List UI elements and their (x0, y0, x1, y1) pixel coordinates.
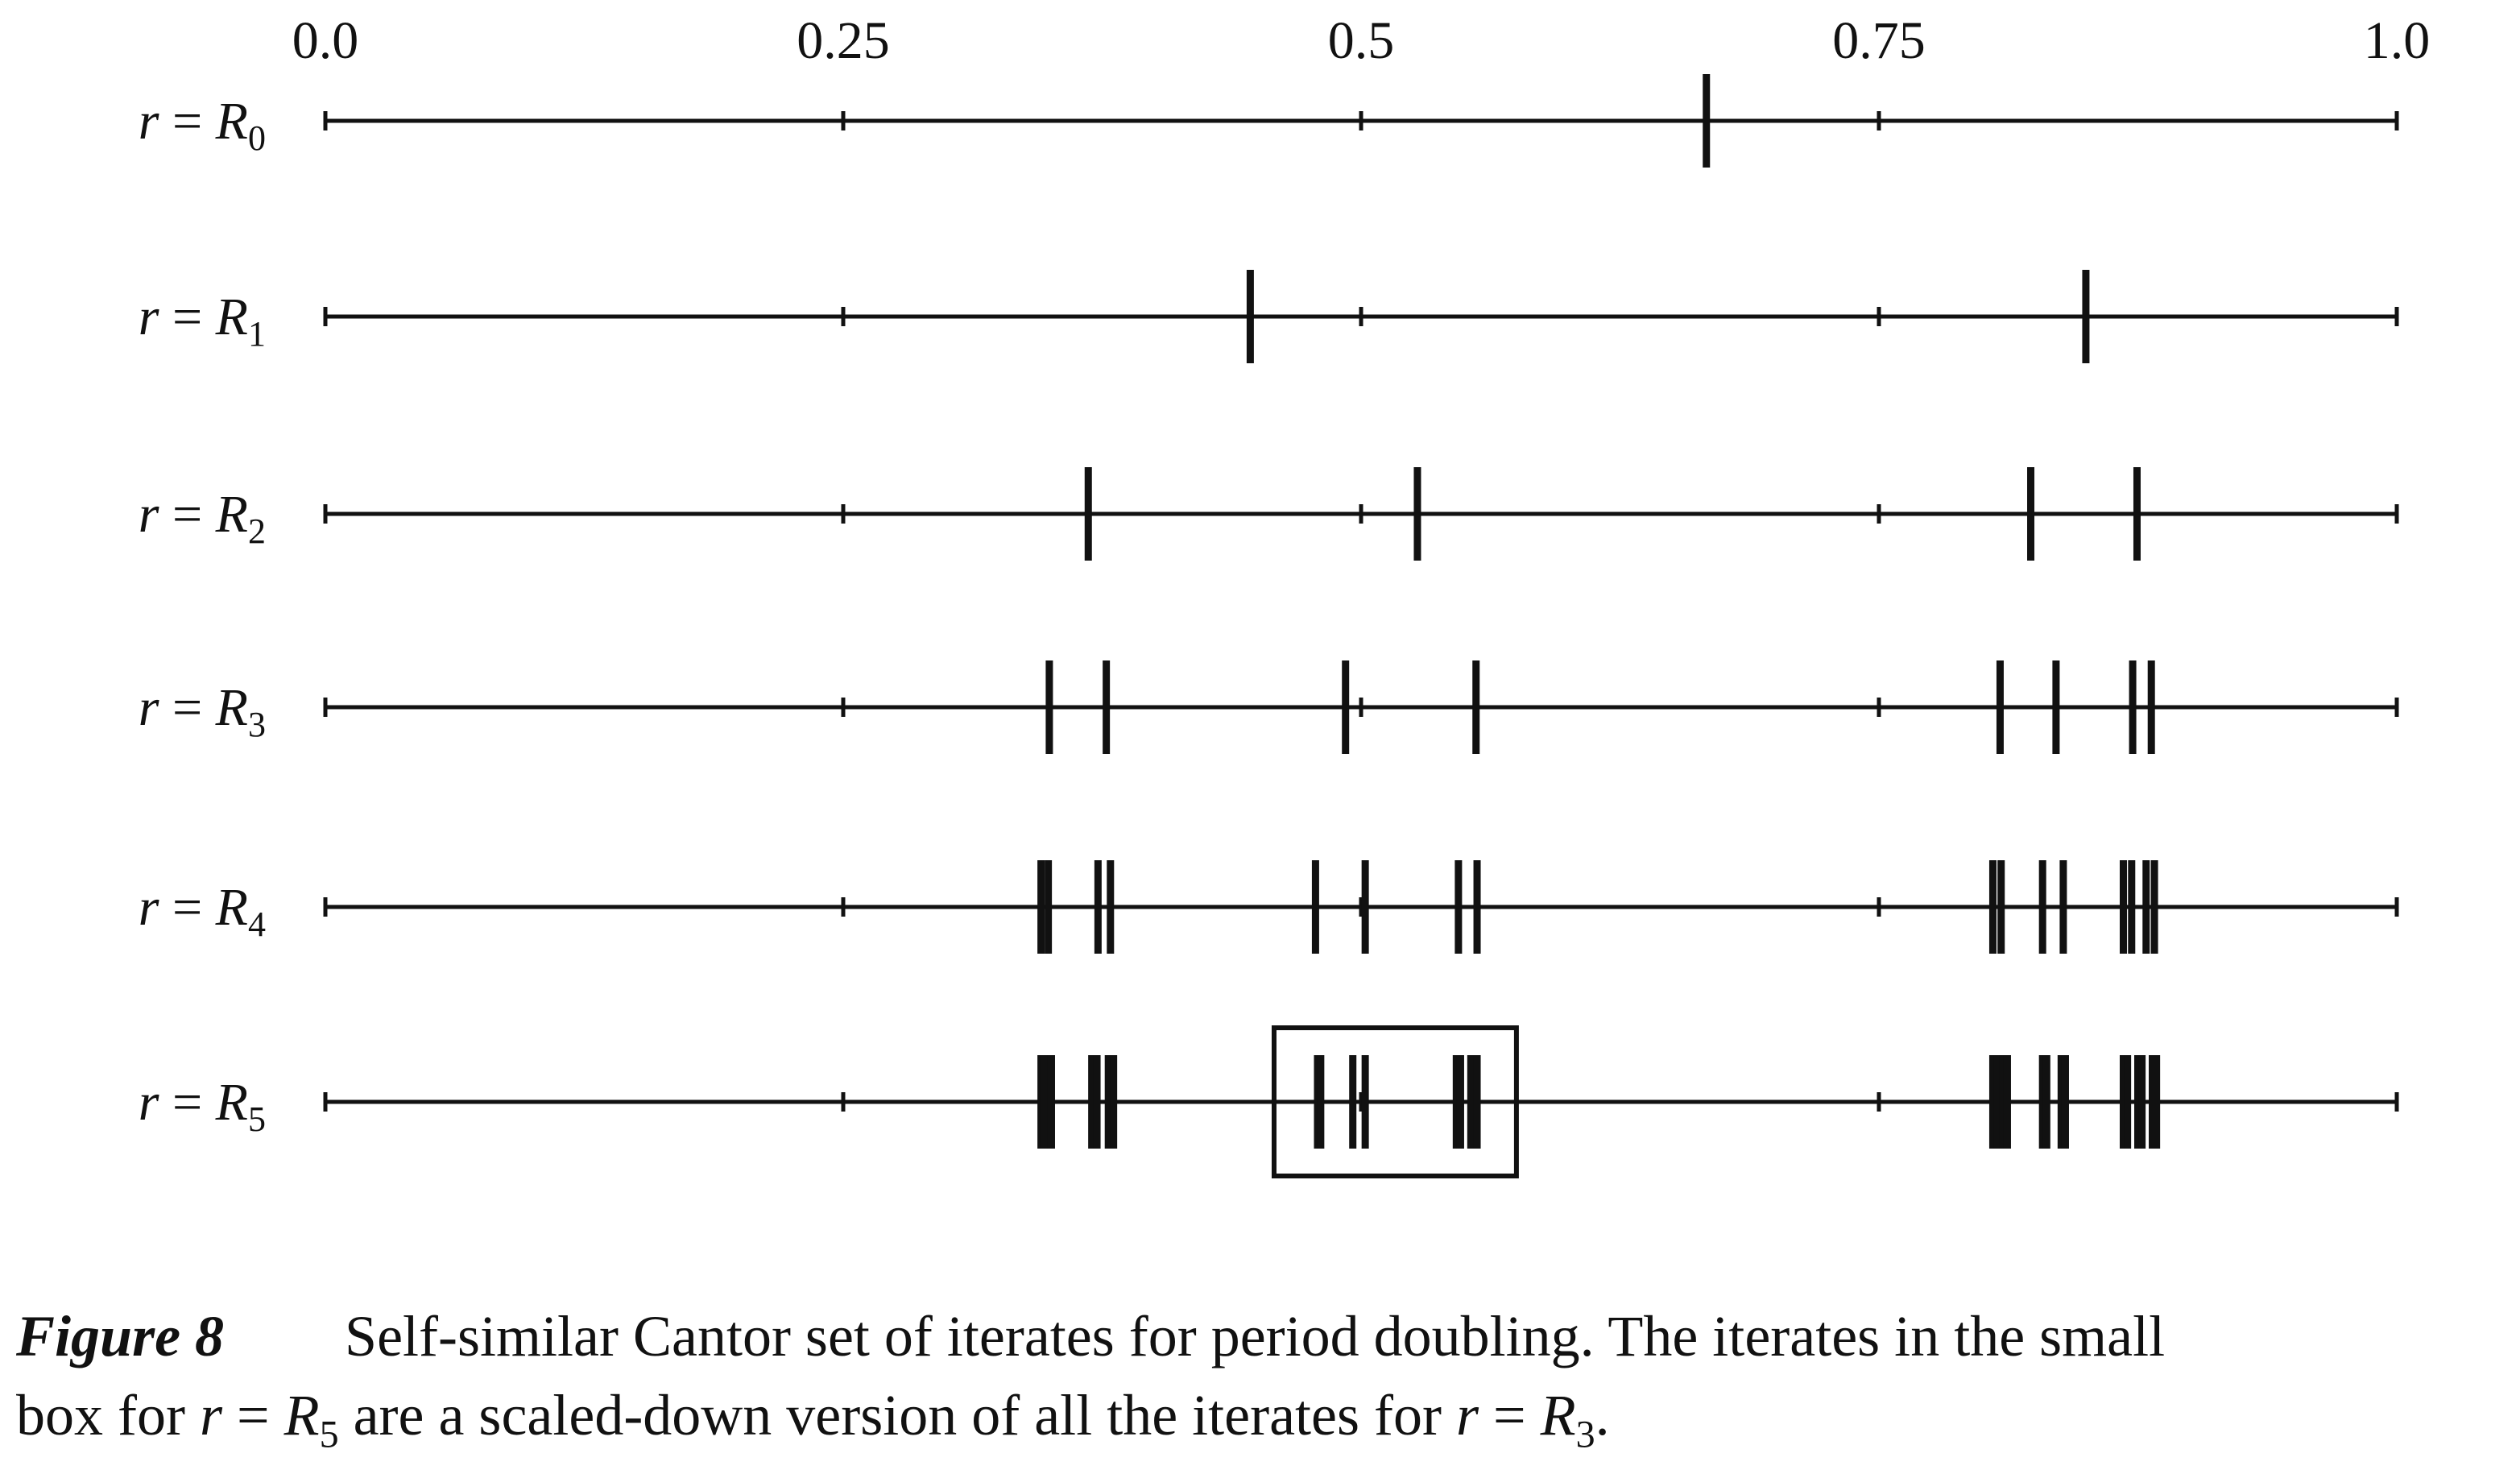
row-label-R: R (215, 1073, 248, 1132)
caption-figure-label: Figure 8 (16, 1304, 225, 1368)
row-label-R: R (215, 678, 248, 737)
row-label-eq: = (159, 878, 215, 937)
caption-text-1: Self-similar Cantor set of iterates for … (345, 1304, 2166, 1368)
iterate-row-5: r = R5 (139, 1025, 2399, 1178)
row-label: r = R1 (139, 288, 266, 354)
row-label-sub: 0 (248, 118, 266, 158)
row-label-var: r (139, 1073, 159, 1132)
caption-var-r2: r (1455, 1383, 1479, 1447)
figure-caption: Figure 8 Self-similar Cantor set of itera… (16, 1297, 2505, 1474)
caption-period: . (1595, 1383, 1610, 1447)
caption-sub-3: 3 (1575, 1413, 1595, 1456)
row-label-R: R (215, 92, 248, 151)
iterate-row-1: r = R1 (139, 270, 2399, 363)
row-label: r = R4 (139, 878, 266, 944)
caption-var-R2: R (1540, 1383, 1576, 1447)
row-label-eq: = (159, 485, 215, 544)
caption-var-r: r (199, 1383, 222, 1447)
row-label-sub: 5 (248, 1099, 266, 1139)
row-label-var: r (139, 678, 159, 737)
row-label-R: R (215, 878, 248, 937)
caption-text-2f: are a scaled-down version of all the ite… (338, 1383, 1456, 1447)
caption-eq: = (221, 1383, 284, 1447)
iterate-row-0: r = R0 (139, 74, 2399, 168)
row-label-eq: = (159, 678, 215, 737)
row-label-sub: 2 (248, 511, 266, 551)
row-label-sub: 3 (248, 705, 266, 744)
row-label-var: r (139, 288, 159, 346)
row-label-R: R (215, 485, 248, 544)
row-label: r = R5 (139, 1073, 266, 1139)
row-label: r = R3 (139, 678, 266, 744)
iterate-row-4: r = R4 (139, 860, 2399, 954)
x-tick-label: 0.5 (1328, 11, 1395, 70)
x-tick-label: 0.25 (797, 11, 890, 70)
row-label-eq: = (159, 92, 215, 151)
iterate-row-3: r = R3 (139, 660, 2399, 754)
row-label: r = R0 (139, 92, 266, 158)
row-label-sub: 1 (248, 314, 266, 354)
row-label-var: r (139, 92, 159, 151)
row-label-var: r (139, 878, 159, 937)
iterate-rows: r = R0r = R1r = R2r = R3r = R4r = R5 (139, 74, 2399, 1178)
caption-line-1: Figure 8 Self-similar Cantor set of itera… (16, 1297, 2505, 1376)
x-tick-label: 0.75 (1832, 11, 1926, 70)
iterate-row-2: r = R2 (139, 467, 2399, 561)
row-label-R: R (215, 288, 248, 346)
row-label-eq: = (159, 288, 215, 346)
row-label-sub: 4 (248, 905, 266, 944)
row-label: r = R2 (139, 485, 266, 551)
row-label-var: r (139, 485, 159, 544)
caption-text-2a: box for (16, 1383, 200, 1447)
x-tick-label: 0.0 (292, 11, 359, 70)
caption-sub-5: 5 (319, 1413, 339, 1456)
x-tick-labels: 0.0 0.25 0.5 0.75 1.0 (292, 11, 2431, 70)
x-tick-label: 1.0 (2364, 11, 2431, 70)
caption-eq2: = (1479, 1383, 1541, 1447)
caption-line-2: box for r = R5 are a scaled-down version… (16, 1376, 2505, 1474)
caption-var-R: R (283, 1383, 320, 1447)
row-label-eq: = (159, 1073, 215, 1132)
highlight-box (1271, 1025, 1519, 1178)
